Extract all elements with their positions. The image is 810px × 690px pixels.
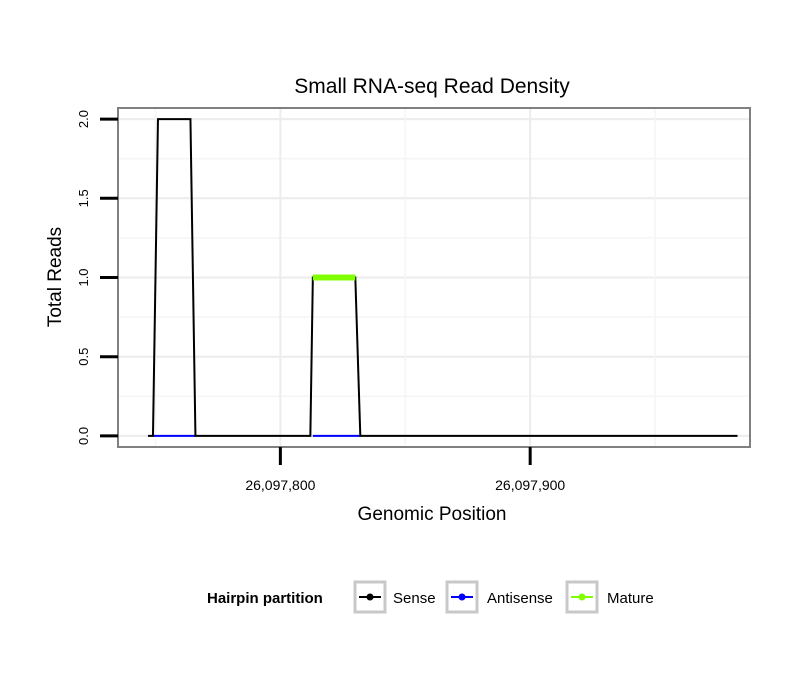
y-tick-label: 1.5: [76, 189, 91, 207]
legend-label-antisense: Antisense: [487, 590, 553, 607]
series-layer: [147, 118, 738, 437]
y-axis: 0.0 0.5 1.0 1.5 2.0: [76, 110, 118, 445]
y-tick-label: 0.5: [76, 348, 91, 366]
y-axis-label: Total Reads: [45, 227, 66, 327]
legend-item-mature: Mature: [565, 580, 654, 614]
legend-keys: Sense Antisense Mature: [353, 580, 654, 614]
legend-title: Hairpin partition: [207, 590, 323, 607]
chart-title: Small RNA-seq Read Density: [294, 75, 570, 98]
y-tick-label: 0.0: [76, 427, 91, 445]
legend-key-point: [578, 593, 586, 601]
legend-item-sense: Sense: [353, 580, 436, 614]
legend-item-antisense: Antisense: [445, 580, 553, 614]
legend-label-sense: Sense: [393, 590, 436, 607]
legend-key-point: [366, 593, 374, 601]
series-line-sense: [147, 118, 738, 437]
x-axis-label: Genomic Position: [358, 504, 507, 525]
legend-label-mature: Mature: [607, 590, 654, 607]
plot-panel: [117, 107, 751, 448]
legend: Hairpin partition Sense Antisense Mature: [207, 580, 654, 614]
legend-key-box: [565, 580, 599, 614]
x-tick-label: 26,097,800: [245, 477, 315, 493]
y-tick-label: 2.0: [76, 110, 91, 128]
grid: [118, 108, 750, 447]
x-axis: 26,097,800 26,097,900: [245, 447, 565, 493]
x-tick-label: 26,097,900: [495, 477, 565, 493]
y-tick-label: 1.0: [76, 268, 91, 286]
legend-key-point: [458, 593, 466, 601]
